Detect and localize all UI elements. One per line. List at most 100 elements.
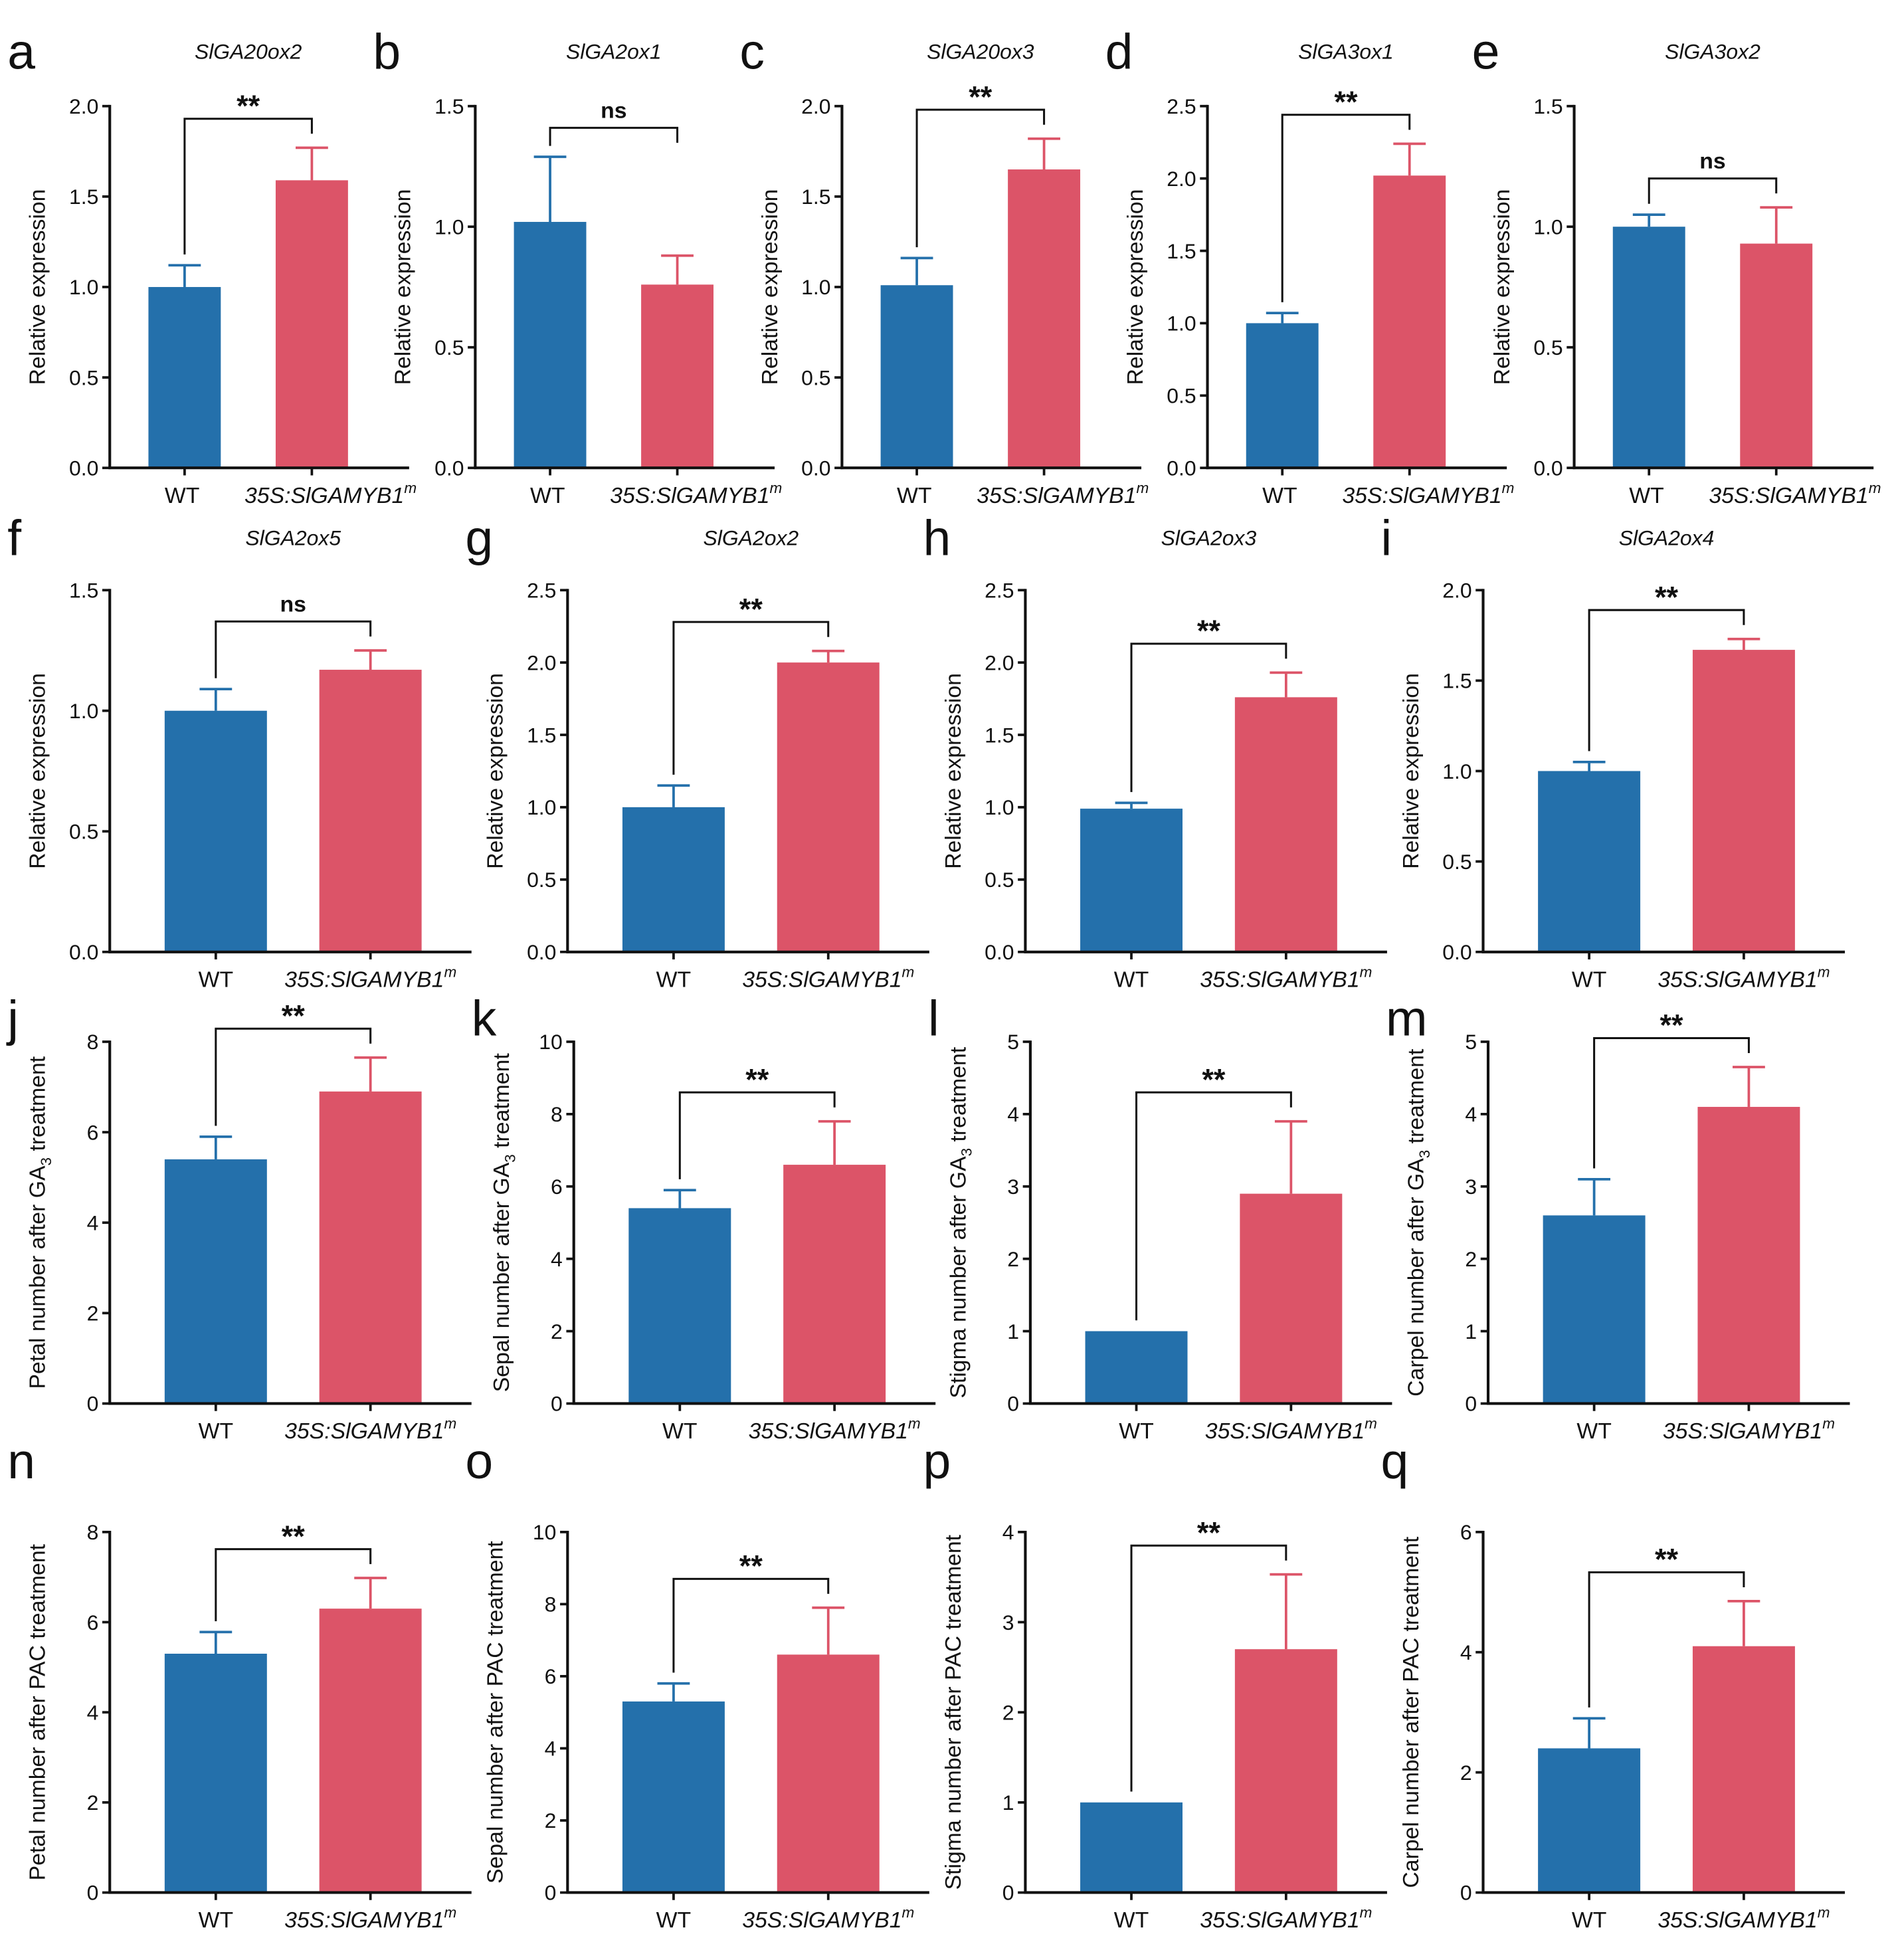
bar-wt [514,221,587,468]
y-tick-label: 1.5 [69,579,98,603]
y-tick-label: 0.5 [434,336,464,359]
panel-title: SlGA20ox3 [927,39,1034,63]
y-tick-label: 0 [1007,1392,1019,1416]
y-tick-label: 1.5 [1442,669,1471,693]
x-tick-label-superscript: m [1360,1904,1373,1921]
y-tick-label: 1.5 [1533,94,1563,118]
y-tick-label: 1.0 [434,215,464,239]
y-tick-label: 0.5 [1533,336,1563,359]
y-tick-label: 1.0 [69,699,98,723]
x-tick-label: 35S:SlGAMYB1m [284,1904,456,1933]
y-tick-label: 8 [87,1030,99,1054]
x-tick-label-superscript: m [1818,963,1830,980]
y-label-text: Stigma number after GA [945,1156,971,1399]
bar-transgenic [275,180,348,468]
bar-wt [1612,227,1685,468]
x-tick-label: WT [1114,967,1149,992]
panel-letter: g [465,510,493,566]
y-tick-label: 2 [1460,1761,1472,1785]
y-tick-label: 1.5 [69,185,98,209]
y-tick-label: 1 [1002,1791,1014,1814]
bar-wt [1538,771,1641,952]
y-axis-label: Relative expression [391,189,416,385]
y-label-text: treatment [1403,1048,1428,1150]
y-tick-label: 2.5 [985,579,1014,603]
y-tick-label: 1 [1465,1320,1477,1343]
y-tick-label: 2.0 [69,94,98,118]
y-axis-label: Relative expression [1398,673,1424,869]
x-tick-label: 35S:SlGAMYB1m [284,963,456,992]
y-axis-label: Relative expression [1123,189,1148,385]
y-tick-label: 0.0 [1533,456,1563,480]
panel-letter: k [472,991,497,1046]
significance-bracket [1281,114,1411,302]
y-label-subscript: 3 [38,1157,54,1166]
bar-transgenic [1373,175,1446,468]
x-tick-label-superscript: m [1137,480,1149,496]
panel-n: n 0 2 4 6 8 WT 35S:SlGAMYB1m Petal number after … [7,1433,472,1933]
bar-transgenic [1740,243,1813,468]
y-tick-label: 0.5 [985,868,1014,892]
y-tick-label: 0.5 [1167,384,1196,408]
y-tick-label: 4 [1465,1102,1477,1126]
x-tick-label: WT [1119,1419,1154,1444]
y-tick-label: 4 [1002,1520,1014,1544]
bar-wt [1246,323,1319,468]
y-tick-label: 8 [545,1593,557,1617]
panel-letter: m [1386,991,1428,1046]
panel-letter: p [923,1433,951,1489]
x-tick-label: WT [1572,967,1607,992]
bar-transgenic [1697,1106,1800,1404]
y-tick-label: 1.5 [801,185,830,209]
significance-bracket [1588,609,1745,751]
significance-bracket [672,621,830,775]
panel-letter: b [373,23,401,79]
x-tick-label: 35S:SlGAMYB1m [244,480,417,508]
y-tick-label: 4 [87,1211,99,1234]
bar-transgenic [777,662,880,952]
y-tick-label: 4 [545,1737,557,1761]
y-label-subscript: 3 [959,1148,975,1157]
y-tick-label: 6 [87,1611,99,1634]
y-tick-label: 0.0 [69,940,98,964]
x-tick-label-superscript: m [444,1904,456,1921]
panel-b: b SlGA2ox1 0.0 0.5 1.0 1.5 WT 35S:SlGAMYB1m Rela… [373,23,782,508]
y-tick-label: 4 [551,1247,563,1271]
significance-label: ** [969,80,993,114]
x-tick-label-superscript: m [1818,1904,1830,1921]
panel-m: m 0 1 2 3 4 5 WT 35S:SlGAMYB1m Carpel number afte… [1386,991,1850,1444]
panel-l: l 0 1 2 3 4 5 WT 35S:SlGAMYB1m Stigma number afte… [928,991,1392,1444]
y-axis-label: Sepal number after GA3 treatment [489,1053,518,1393]
y-tick-label: 10 [533,1520,557,1544]
x-tick-label: 35S:SlGAMYB1m [749,1415,921,1444]
x-tick-label: WT [1262,483,1297,508]
panel-letter: d [1105,23,1133,79]
y-tick-label: 0.5 [69,820,98,844]
significance-bracket [1588,1571,1745,1708]
x-tick-label: 35S:SlGAMYB1m [742,1904,914,1933]
panel-f: f SlGA2ox5 0.0 0.5 1.0 1.5 WT 35S:SlGAMYB1m Rela… [7,510,472,992]
x-tick-label: WT [165,483,200,508]
bar-wt [622,807,725,952]
panel-letter: q [1381,1433,1409,1489]
bar-wt [628,1208,731,1404]
y-tick-label: 0.0 [801,456,830,480]
y-tick-label: 0 [545,1881,557,1905]
significance-label: ** [739,592,763,626]
significance-label: ** [745,1062,769,1096]
panel-title: SlGA2ox3 [1161,526,1257,550]
y-tick-label: 2.0 [1167,167,1196,191]
y-tick-label: 2.5 [527,579,556,603]
panel-h: h SlGA2ox3 0.0 0.5 1.0 1.5 2.0 2.5 WT 35S:SlGAMYB… [923,510,1387,992]
x-tick-label: WT [1629,483,1664,508]
y-tick-label: 4 [1007,1102,1019,1126]
significance-label: ** [1197,614,1221,648]
significance-label: ** [739,1549,763,1583]
y-tick-label: 6 [545,1664,557,1688]
bar-wt [1543,1215,1646,1404]
significance-bracket [1648,177,1778,204]
panel-e: e SlGA3ox2 0.0 0.5 1.0 1.5 WT 35S:SlGAMYB1m Rela… [1472,23,1881,508]
panel-p: p 0 1 2 3 4 WT 35S:SlGAMYB1m Stigma number after… [923,1433,1387,1933]
significance-bracket [1130,642,1287,793]
y-tick-label: 1.5 [527,723,556,747]
